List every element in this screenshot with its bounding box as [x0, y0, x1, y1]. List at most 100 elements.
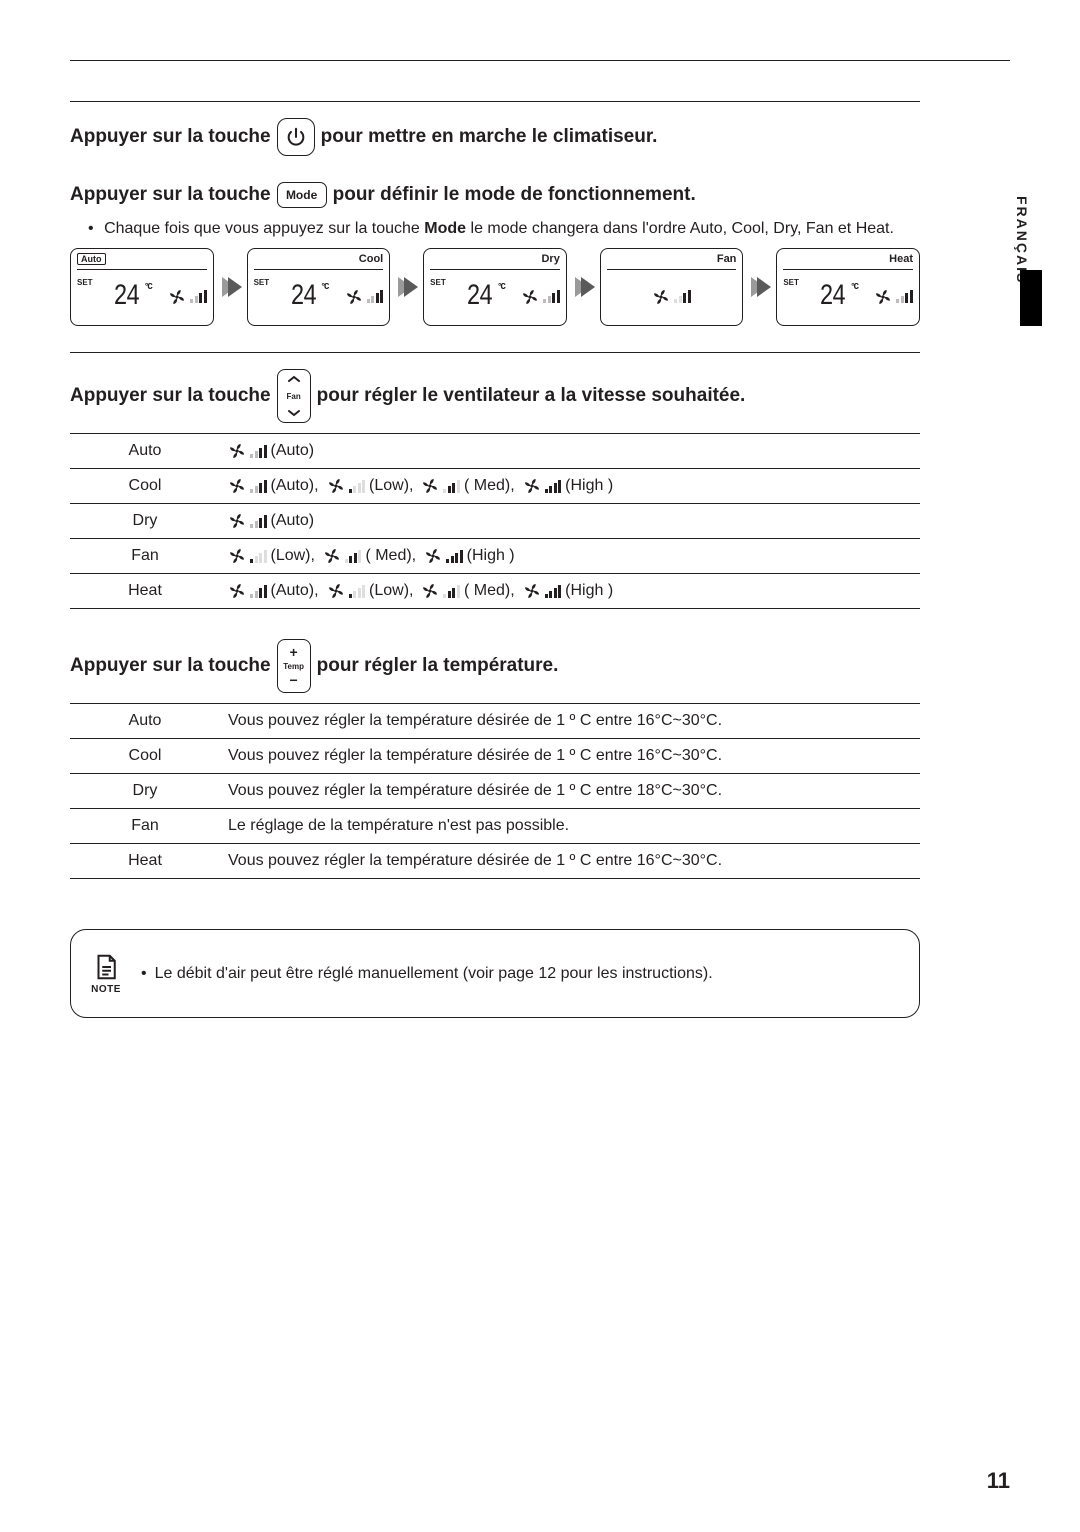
lcd-panel: Fan: [600, 248, 744, 326]
minus-icon: −: [290, 672, 298, 688]
fan-speed-label: (High ): [467, 547, 515, 565]
bullet-bold: Mode: [424, 220, 466, 237]
fan-bars: [367, 290, 384, 303]
fan-bars: [896, 290, 913, 303]
heading-text: Appuyer sur la touche: [70, 184, 271, 206]
lcd-row: Auto SET 24°C Cool SET 24°C Dry SET 24°C: [70, 248, 920, 326]
fan-speed-label: (Low),: [369, 582, 413, 600]
heading-text: pour définir le mode de fonctionnement.: [333, 184, 696, 206]
table-mode-cell: Cool: [70, 469, 220, 504]
heading-fan: Appuyer sur la touche Fan pour régler le…: [70, 369, 920, 423]
fan-icon: [228, 477, 246, 495]
fan-speed-item: (Low),: [228, 547, 319, 565]
bullet-part: le mode changera dans l'ordre Auto, Cool…: [466, 220, 894, 237]
table-mode-cell: Auto: [70, 434, 220, 469]
arrow-icon: [222, 275, 239, 299]
fan-bars: [190, 290, 207, 303]
arrow-icon: [575, 275, 592, 299]
fan-speed-label: ( Med),: [365, 547, 416, 565]
fan-icon: [652, 288, 670, 306]
lcd-mode-label: Cool: [359, 253, 383, 265]
power-button[interactable]: [277, 118, 315, 156]
lcd-fan: [521, 288, 560, 306]
fan-button[interactable]: Fan: [277, 369, 311, 423]
fan-speed-label: (Auto),: [271, 582, 319, 600]
lcd-temp: 24°C: [463, 280, 504, 314]
lcd-temp: 24°C: [110, 280, 151, 314]
fan-bars: [250, 445, 267, 458]
fan-bars: [674, 290, 691, 303]
fan-speed-label: ( Med),: [464, 582, 515, 600]
fan-icon: [228, 512, 246, 530]
heading-temp: Appuyer sur la touche + Temp − pour régl…: [70, 639, 920, 693]
lcd-set: SET: [430, 278, 446, 287]
heading-power: Appuyer sur la touche pour mettre en mar…: [70, 118, 920, 156]
fan-bars: [250, 515, 267, 528]
fan-speed-label: (Auto),: [271, 477, 319, 495]
table-row: Dry Vous pouvez régler la température dé…: [70, 774, 920, 809]
fan-speed-item: (Low),: [327, 477, 418, 495]
fan-speed-item: (Auto),: [228, 582, 323, 600]
table-mode-cell: Heat: [70, 574, 220, 609]
chevron-down-icon: [287, 408, 301, 418]
mode-bullet: Chaque fois que vous appuyez sur la touc…: [88, 220, 920, 238]
lcd-temp: 24°C: [287, 280, 328, 314]
fan-bars: [349, 585, 366, 598]
section-rule: [70, 101, 920, 102]
table-row: Auto (Auto): [70, 434, 920, 469]
fan-bars: [250, 585, 267, 598]
table-mode-cell: Heat: [70, 844, 220, 879]
heading-text: pour mettre en marche le climatiseur.: [321, 126, 658, 148]
fan-bars: [349, 480, 366, 493]
lcd-mode-label: Dry: [541, 253, 559, 265]
heading-text: Appuyer sur la touche: [70, 385, 271, 407]
lcd-panel: Dry SET 24°C: [423, 248, 567, 326]
table-row: Auto Vous pouvez régler la température d…: [70, 704, 920, 739]
fan-bars: [545, 585, 562, 598]
lcd-fan: [652, 288, 691, 306]
arrow-icon: [751, 275, 768, 299]
fan-bars: [443, 480, 460, 493]
table-mode-cell: Cool: [70, 739, 220, 774]
lcd-fan: [168, 288, 207, 306]
language-tab-marker: [1020, 270, 1042, 326]
fan-icon: [345, 288, 363, 306]
fan-bars: [545, 480, 562, 493]
fan-bars: [250, 480, 267, 493]
table-mode-cell: Fan: [70, 809, 220, 844]
table-speed-cell: (Auto): [220, 504, 920, 539]
fan-bars: [443, 585, 460, 598]
fan-icon: [323, 547, 341, 565]
fan-bars: [446, 550, 463, 563]
table-mode-cell: Dry: [70, 774, 220, 809]
fan-speed-item: ( Med),: [421, 477, 518, 495]
fan-icon: [228, 582, 246, 600]
fan-speed-label: (Low),: [271, 547, 315, 565]
table-speed-cell: (Auto): [220, 434, 920, 469]
table-mode-cell: Dry: [70, 504, 220, 539]
lcd-mode-label: Heat: [889, 253, 913, 265]
fan-speed-label: (Auto): [271, 442, 315, 460]
lcd-fan: [874, 288, 913, 306]
fan-icon: [421, 582, 439, 600]
lcd-mode-badge: Auto: [77, 253, 106, 265]
fan-speed-table: Auto (Auto) Cool (Auto), (Low), ( Med), …: [70, 433, 920, 609]
heading-text: pour régler la température.: [317, 655, 559, 677]
section-rule: [70, 352, 920, 353]
table-mode-cell: Auto: [70, 704, 220, 739]
bullet-part: Chaque fois que vous appuyez sur la touc…: [104, 220, 424, 237]
fan-bars: [345, 550, 362, 563]
fan-speed-label: ( Med),: [464, 477, 515, 495]
fan-icon: [424, 547, 442, 565]
fan-speed-item: (High ): [523, 582, 618, 600]
fan-icon: [523, 477, 541, 495]
arrow-icon: [398, 275, 415, 299]
lcd-mode-label: Fan: [717, 253, 737, 265]
heading-mode: Appuyer sur la touche Mode pour définir …: [70, 182, 920, 208]
fan-bars: [543, 290, 560, 303]
note-label: NOTE: [91, 984, 121, 995]
fan-icon: [523, 582, 541, 600]
temp-button[interactable]: + Temp −: [277, 639, 311, 693]
mode-button[interactable]: Mode: [277, 182, 327, 208]
table-row: Cool (Auto), (Low), ( Med), (High ): [70, 469, 920, 504]
